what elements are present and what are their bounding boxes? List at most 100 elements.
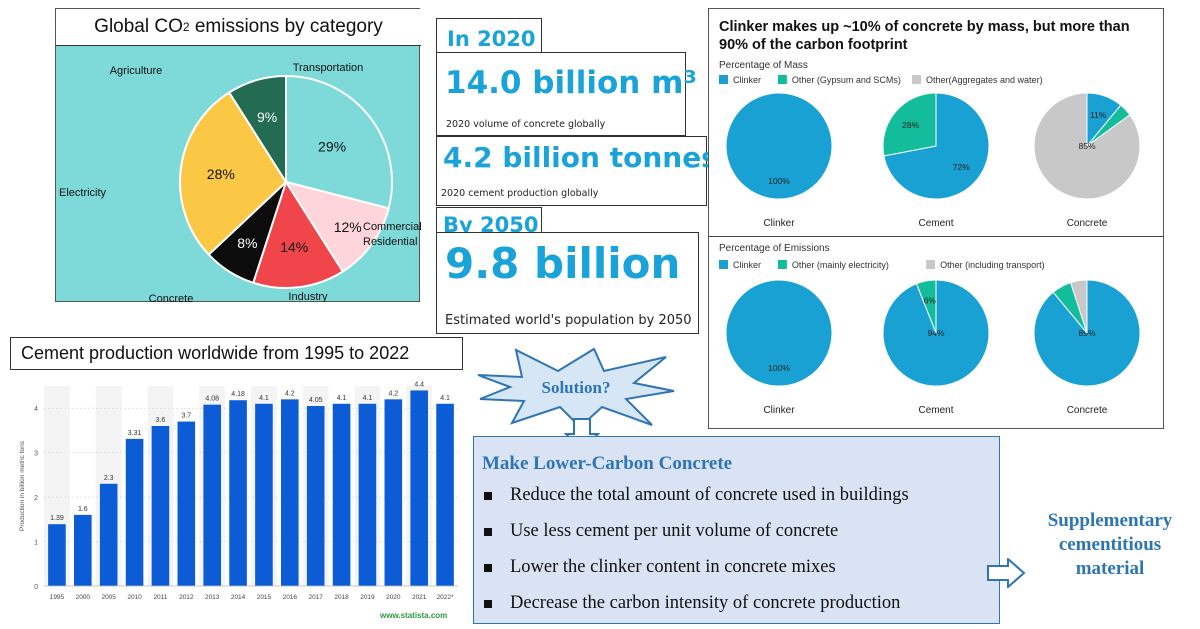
concrete-volume-caption: 2020 volume of concrete globally (446, 119, 606, 130)
co2-slice-category-label: Agriculture (110, 65, 163, 77)
bar (229, 400, 247, 586)
bar (384, 399, 403, 586)
legend-swatch (912, 75, 921, 84)
mass-pies: Clinker Other (Gypsum and SCMs) Other(Aggr… (719, 75, 1141, 229)
bar-value-label: 4.4 (414, 381, 424, 388)
co2-title-rest: emissions by category (189, 16, 383, 37)
bar-value-label: 2.3 (104, 475, 114, 482)
bar-ytick-label: 0 (34, 584, 38, 591)
clinker-pie-value-label: 100% (768, 176, 790, 186)
bar-category-label: 2018 (334, 594, 349, 601)
clinker-divider (709, 236, 1163, 237)
bar-value-label: 3.7 (181, 413, 191, 420)
clinker-pie-name: Clinker (763, 218, 795, 229)
co2-slice-value-label: 28% (207, 166, 235, 182)
co2-emissions-panel: Global CO 2 emissions by category 29% Tran… (55, 8, 421, 302)
emissions-heading: Percentage of Emissions (719, 243, 830, 254)
legend-swatch (926, 260, 936, 269)
legend-label: Other (Gypsum and SCMs) (792, 75, 901, 85)
bar-value-label: 4.1 (363, 395, 373, 402)
clinker-pie-value-label: 100% (768, 363, 790, 373)
bar-category-label: 2020 (386, 594, 401, 601)
clinker-pie-value-label: 11% (1090, 110, 1107, 120)
population-caption: Estimated world's population by 2050 (445, 313, 692, 328)
bar-category-label: 2010 (127, 594, 142, 601)
co2-slice-category-label: Residential (363, 236, 417, 248)
concrete-volume-box: 14.0 billion m³ 2020 volume of concrete … (436, 52, 697, 136)
bar (332, 403, 351, 586)
co2-slice-value-label: 29% (318, 138, 346, 154)
clinker-title-line1: Clinker makes up ~10% of concrete by mas… (719, 19, 1130, 35)
right-arrow-icon (987, 558, 1026, 588)
scm-line2: cementitious (1058, 534, 1162, 555)
cement-production-value: 4.2 billion tonnes (443, 141, 718, 174)
clinker-title-line2: 90% of the carbon footprint (719, 37, 908, 53)
legend-label: Clinker (733, 75, 761, 85)
bar-value-label: 4.1 (337, 395, 347, 402)
clinker-pie-slice (725, 279, 833, 387)
bar-category-label: 2021 (412, 594, 427, 601)
lower-carbon-title: Make Lower-Carbon Concrete (482, 453, 733, 474)
bar-value-label: 3.6 (156, 417, 166, 424)
bar-category-label: 2015 (257, 594, 272, 601)
cement-production-caption: 2020 cement production globally (441, 188, 599, 199)
co2-slice-value-label: 9% (257, 109, 277, 125)
bar-value-label: 4.08 (205, 396, 219, 403)
bar (48, 524, 66, 586)
co2-pie-slice (179, 91, 288, 256)
legend-label: Other(Aggregates and water) (926, 75, 1043, 85)
bullet-text: Reduce the total amount of concrete used… (510, 485, 909, 505)
clinker-pie-slice (725, 92, 833, 200)
bar-value-label: 4.1 (259, 395, 269, 402)
bar-ytick-label: 3 (34, 451, 38, 458)
bar-category-label: 1995 (50, 594, 65, 601)
co2-slice-category-label: Electricity (59, 187, 107, 199)
bar-category-label: 2000 (76, 594, 91, 601)
statista-source: www.statista.com (379, 611, 447, 620)
clinker-pie-name: Cement (918, 405, 953, 416)
legend-label: Other (mainly electricity) (792, 260, 889, 270)
cement-production-title: Cement production worldwide from 1995 to… (10, 337, 463, 370)
solution-burst-label: Solution? (542, 378, 611, 397)
bullet-icon (484, 599, 492, 608)
co2-title-main: Global CO (94, 16, 183, 37)
legend-label: Clinker (733, 260, 761, 270)
bullet-icon (484, 491, 492, 500)
clinker-panel-title: Clinker makes up ~10% of concrete by mas… (719, 18, 1130, 54)
bullet-item: Reduce the total amount of concrete used… (484, 485, 909, 506)
co2-pie-slice (227, 74, 287, 186)
co2-pie-chart: 29% Transportation 12%Commercial & Resident… (59, 62, 421, 302)
bar-ylabel: Production in billion metric tons (19, 440, 26, 531)
clinker-pie-slice (882, 92, 937, 157)
bar-value-label: 3.31 (128, 430, 142, 437)
bar-category-label: 2005 (101, 594, 116, 601)
bar (358, 403, 377, 586)
population-value: 9.8 billion (445, 239, 681, 288)
co2-pie-slice (285, 74, 393, 210)
bar-value-label: 4.18 (231, 391, 245, 398)
bullet-item: Use less cement per unit volume of concr… (484, 521, 838, 542)
bullet-text: Lower the clinker content in concrete mi… (510, 557, 836, 577)
bar-value-label: 1.6 (78, 506, 88, 513)
bar-value-label: 4.05 (309, 397, 323, 404)
mass-heading: Percentage of Mass (719, 60, 808, 71)
co2-slice-value-label: 12% (334, 219, 362, 235)
co2-slice-category-label: Transportation (293, 62, 364, 74)
bar (436, 403, 454, 586)
legend-label: Other (including transport) (940, 260, 1045, 270)
bar-category-label: 2022* (437, 594, 454, 601)
clinker-footprint-panel: Clinker makes up ~10% of concrete by mas… (708, 8, 1164, 429)
legend-swatch (719, 75, 728, 84)
solution-burst: Solution? (477, 347, 675, 429)
lower-carbon-box: Make Lower-Carbon Concrete Reduce the to… (473, 436, 1000, 624)
bar-category-label: 2014 (231, 594, 246, 601)
bullet-item: Decrease the carbon intensity of concret… (484, 593, 900, 614)
co2-slice-category-label: Concrete (149, 293, 194, 302)
co2-slice-value-label: 14% (280, 239, 308, 255)
bar (306, 406, 325, 586)
clinker-pie-value-label: 28% (902, 120, 919, 130)
co2-slice-category-label: Commercial & (363, 221, 421, 233)
clinker-pie-name: Concrete (1067, 218, 1108, 229)
solution-burst-shape (477, 347, 675, 429)
clinker-pie-name: Cement (918, 218, 953, 229)
